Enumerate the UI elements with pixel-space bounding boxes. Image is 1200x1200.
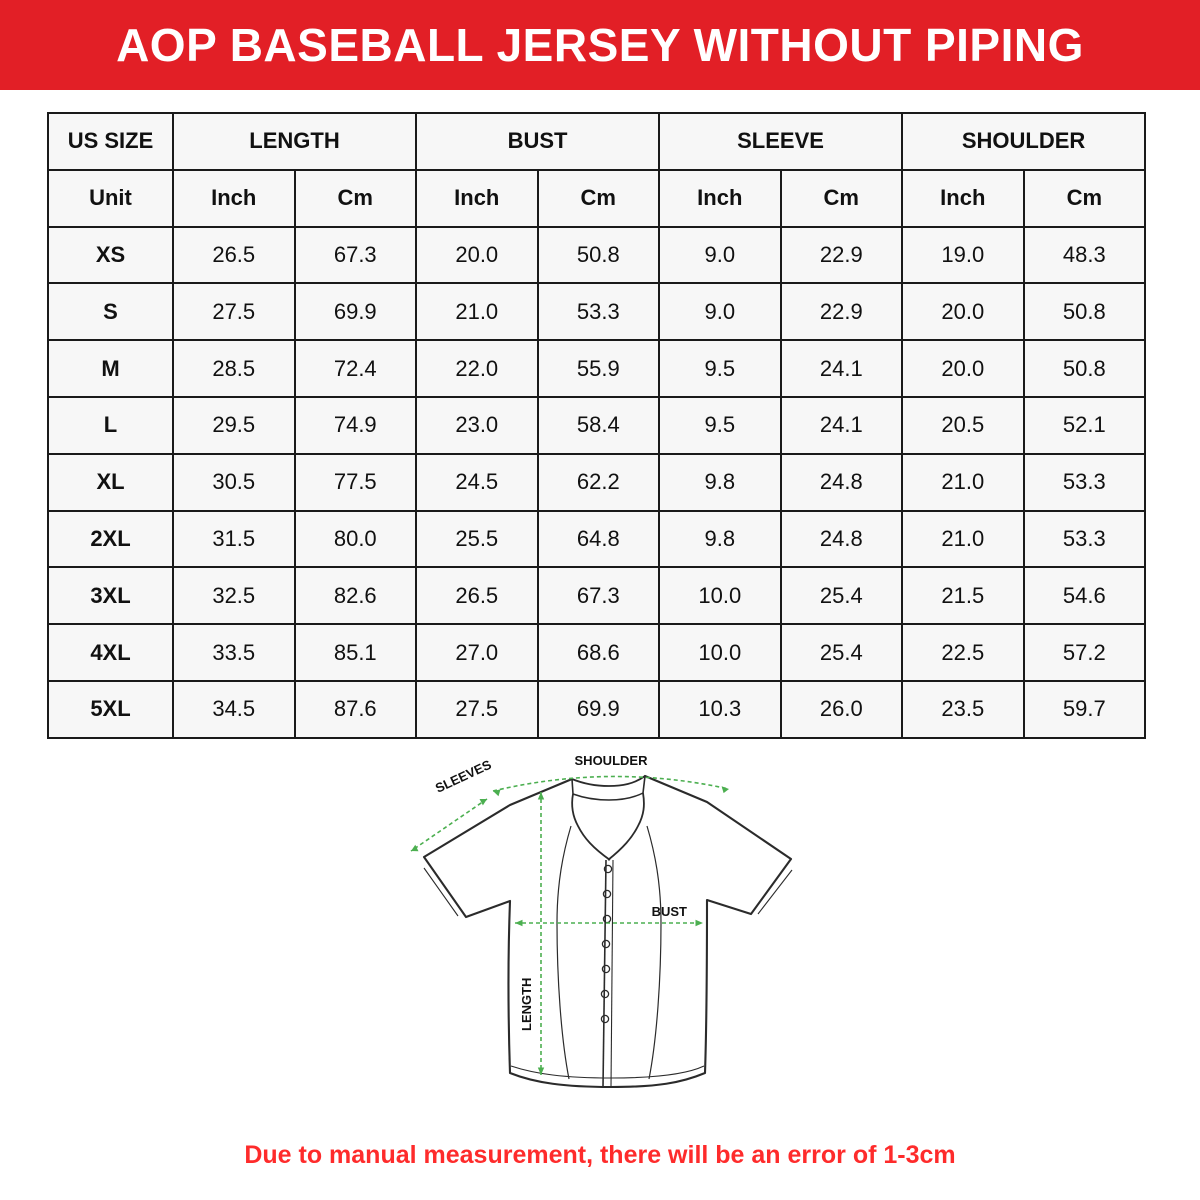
svg-text:BUST: BUST <box>652 904 687 919</box>
svg-text:LENGTH: LENGTH <box>519 978 534 1031</box>
svg-text:SHOULDER: SHOULDER <box>575 753 649 768</box>
svg-text:SLEEVES: SLEEVES <box>433 757 494 796</box>
